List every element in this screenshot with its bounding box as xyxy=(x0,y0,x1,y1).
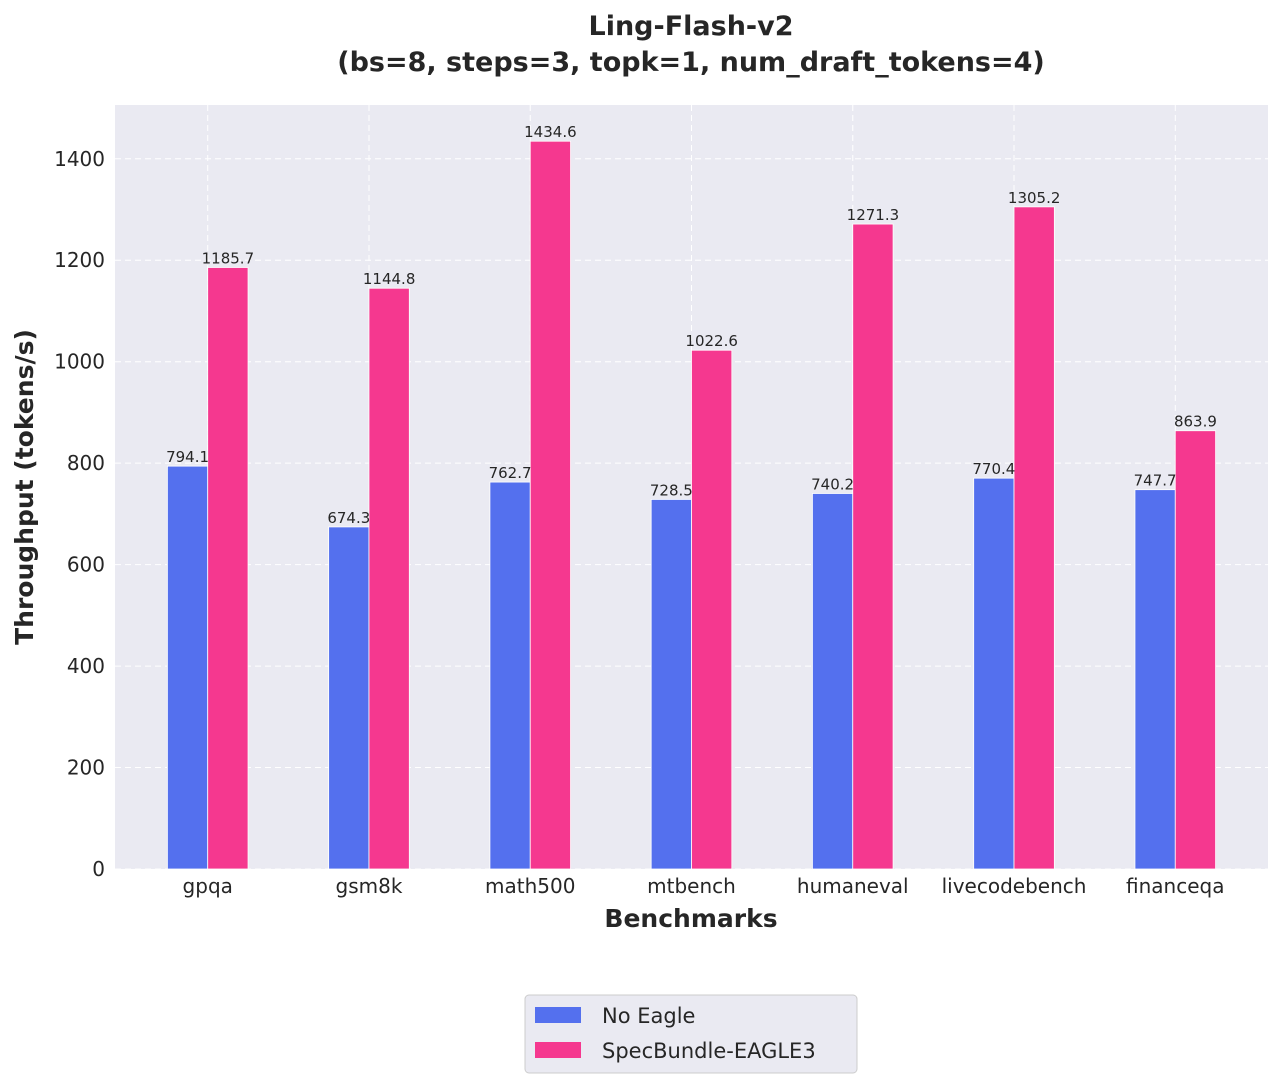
bar-no-eagle-math500 xyxy=(489,481,531,870)
y-tick-label: 400 xyxy=(67,654,105,678)
data-label: 1434.6 xyxy=(524,123,577,141)
x-tick-label: humaneval xyxy=(797,874,909,898)
legend-label-no-eagle: No Eagle xyxy=(602,1004,695,1028)
y-tick-label: 1200 xyxy=(54,248,105,272)
data-label: 863.9 xyxy=(1174,413,1217,431)
data-label: 1271.3 xyxy=(847,206,900,224)
x-tick-label: livecodebench xyxy=(942,874,1087,898)
bar-specbundle-eagle3-humaneval xyxy=(852,223,894,870)
bar-specbundle-eagle3-gsm8k xyxy=(368,287,410,870)
chart-subtitle: (bs=8, steps=3, topk=1, num_draft_tokens… xyxy=(337,47,1045,78)
data-label: 728.5 xyxy=(650,481,693,499)
data-label: 747.7 xyxy=(1134,472,1177,490)
data-label: 794.1 xyxy=(166,448,209,466)
x-tick-label: financeqa xyxy=(1126,874,1224,898)
legend-swatch-no-eagle xyxy=(535,1007,581,1023)
bar-specbundle-eagle3-financeqa xyxy=(1174,430,1216,870)
data-label: 1305.2 xyxy=(1008,189,1061,207)
x-tick-label: math500 xyxy=(485,874,575,898)
bar-no-eagle-gsm8k xyxy=(328,526,370,870)
bar-specbundle-eagle3-gpqa xyxy=(207,267,249,870)
chart-title: Ling-Flash-v2 xyxy=(588,11,793,42)
bar-no-eagle-mtbench xyxy=(650,499,692,870)
x-tick-label: gpqa xyxy=(183,874,233,898)
data-label: 674.3 xyxy=(327,509,370,527)
x-tick-label: gsm8k xyxy=(336,874,403,898)
y-tick-label: 1000 xyxy=(54,350,105,374)
y-tick-label: 200 xyxy=(67,756,105,780)
legend: No Eagle SpecBundle-EAGLE3 xyxy=(524,994,858,1074)
legend-label-specbundle-eagle3: SpecBundle-EAGLE3 xyxy=(602,1039,816,1063)
bar-no-eagle-livecodebench xyxy=(973,477,1015,870)
data-label: 1185.7 xyxy=(202,249,255,267)
data-label: 740.2 xyxy=(811,475,854,493)
y-tick-label: 1400 xyxy=(54,147,105,171)
bar-specbundle-eagle3-livecodebench xyxy=(1013,206,1055,870)
bar-specbundle-eagle3-math500 xyxy=(529,140,571,870)
legend-swatch-specbundle-eagle3 xyxy=(535,1042,581,1058)
x-tick-label: mtbench xyxy=(647,874,736,898)
y-tick-label: 0 xyxy=(92,857,105,881)
bar-specbundle-eagle3-mtbench xyxy=(691,349,733,870)
bar-no-eagle-gpqa xyxy=(167,465,209,870)
bar-no-eagle-financeqa xyxy=(1134,489,1176,870)
legend-box xyxy=(524,994,858,1074)
data-label: 762.7 xyxy=(489,464,532,482)
bar-no-eagle-humaneval xyxy=(812,493,854,870)
y-tick-label: 600 xyxy=(67,553,105,577)
data-label: 1144.8 xyxy=(363,270,416,288)
y-tick-label: 800 xyxy=(67,451,105,475)
y-axis-label: Throughput (tokens/s) xyxy=(10,329,39,645)
data-label: 1022.6 xyxy=(685,332,738,350)
data-label: 770.4 xyxy=(972,460,1015,478)
x-axis-label: Benchmarks xyxy=(604,904,777,933)
